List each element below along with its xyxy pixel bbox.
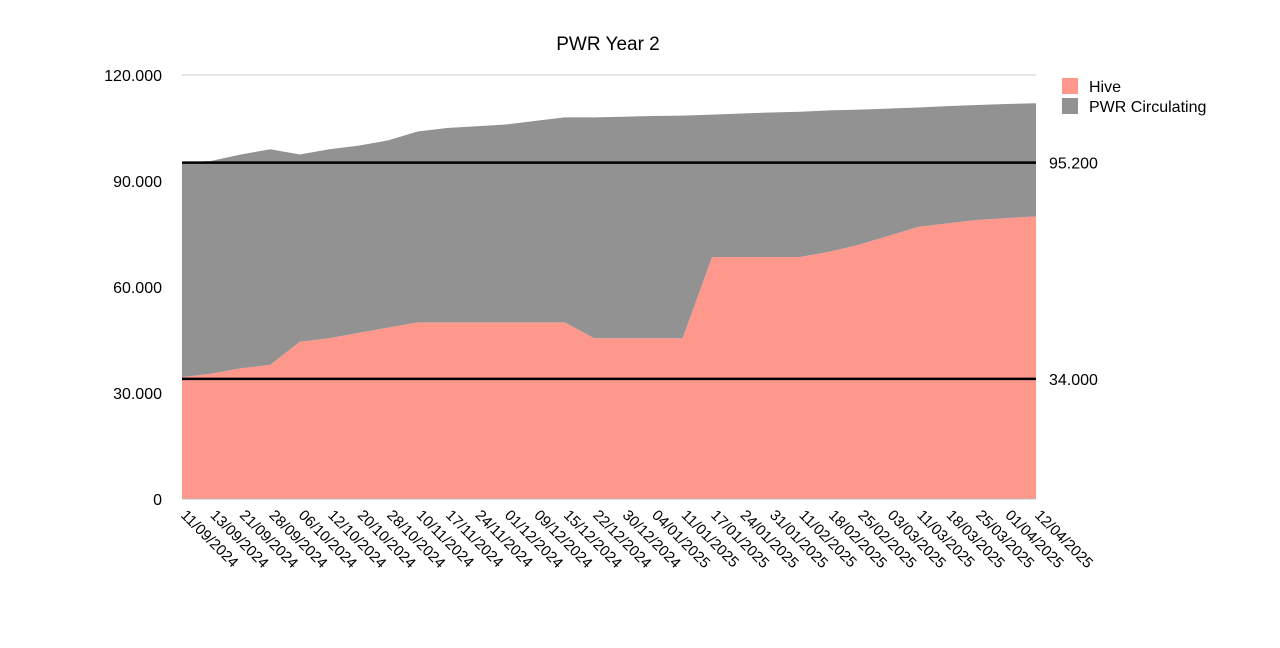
reference-line-label: 95.200 [1049, 156, 1098, 173]
y-axis: 0 30.000 60.000 90.000 120.000 [104, 68, 162, 509]
x-axis: 11/09/202413/09/202421/09/202428/09/2024… [177, 507, 1096, 572]
legend-swatch [1062, 78, 1078, 94]
legend-label: PWR Circulating [1089, 99, 1206, 116]
y-tick-label: 120.000 [104, 68, 162, 85]
reference-lines: 95.200 34.000 [182, 156, 1098, 389]
area-series-hive [182, 216, 1036, 500]
y-tick-label: 0 [153, 492, 162, 509]
legend-swatch [1062, 98, 1078, 114]
legend: Hive PWR Circulating [1062, 78, 1206, 116]
y-tick-label: 60.000 [113, 280, 162, 297]
reference-line-label: 34.000 [1049, 372, 1098, 389]
chart-title: PWR Year 2 [556, 34, 660, 55]
area-series-pwr-circulating [182, 103, 1036, 378]
y-tick-label: 90.000 [113, 174, 162, 191]
legend-label: Hive [1089, 79, 1121, 96]
plot-area [182, 74, 1036, 500]
y-tick-label: 30.000 [113, 386, 162, 403]
